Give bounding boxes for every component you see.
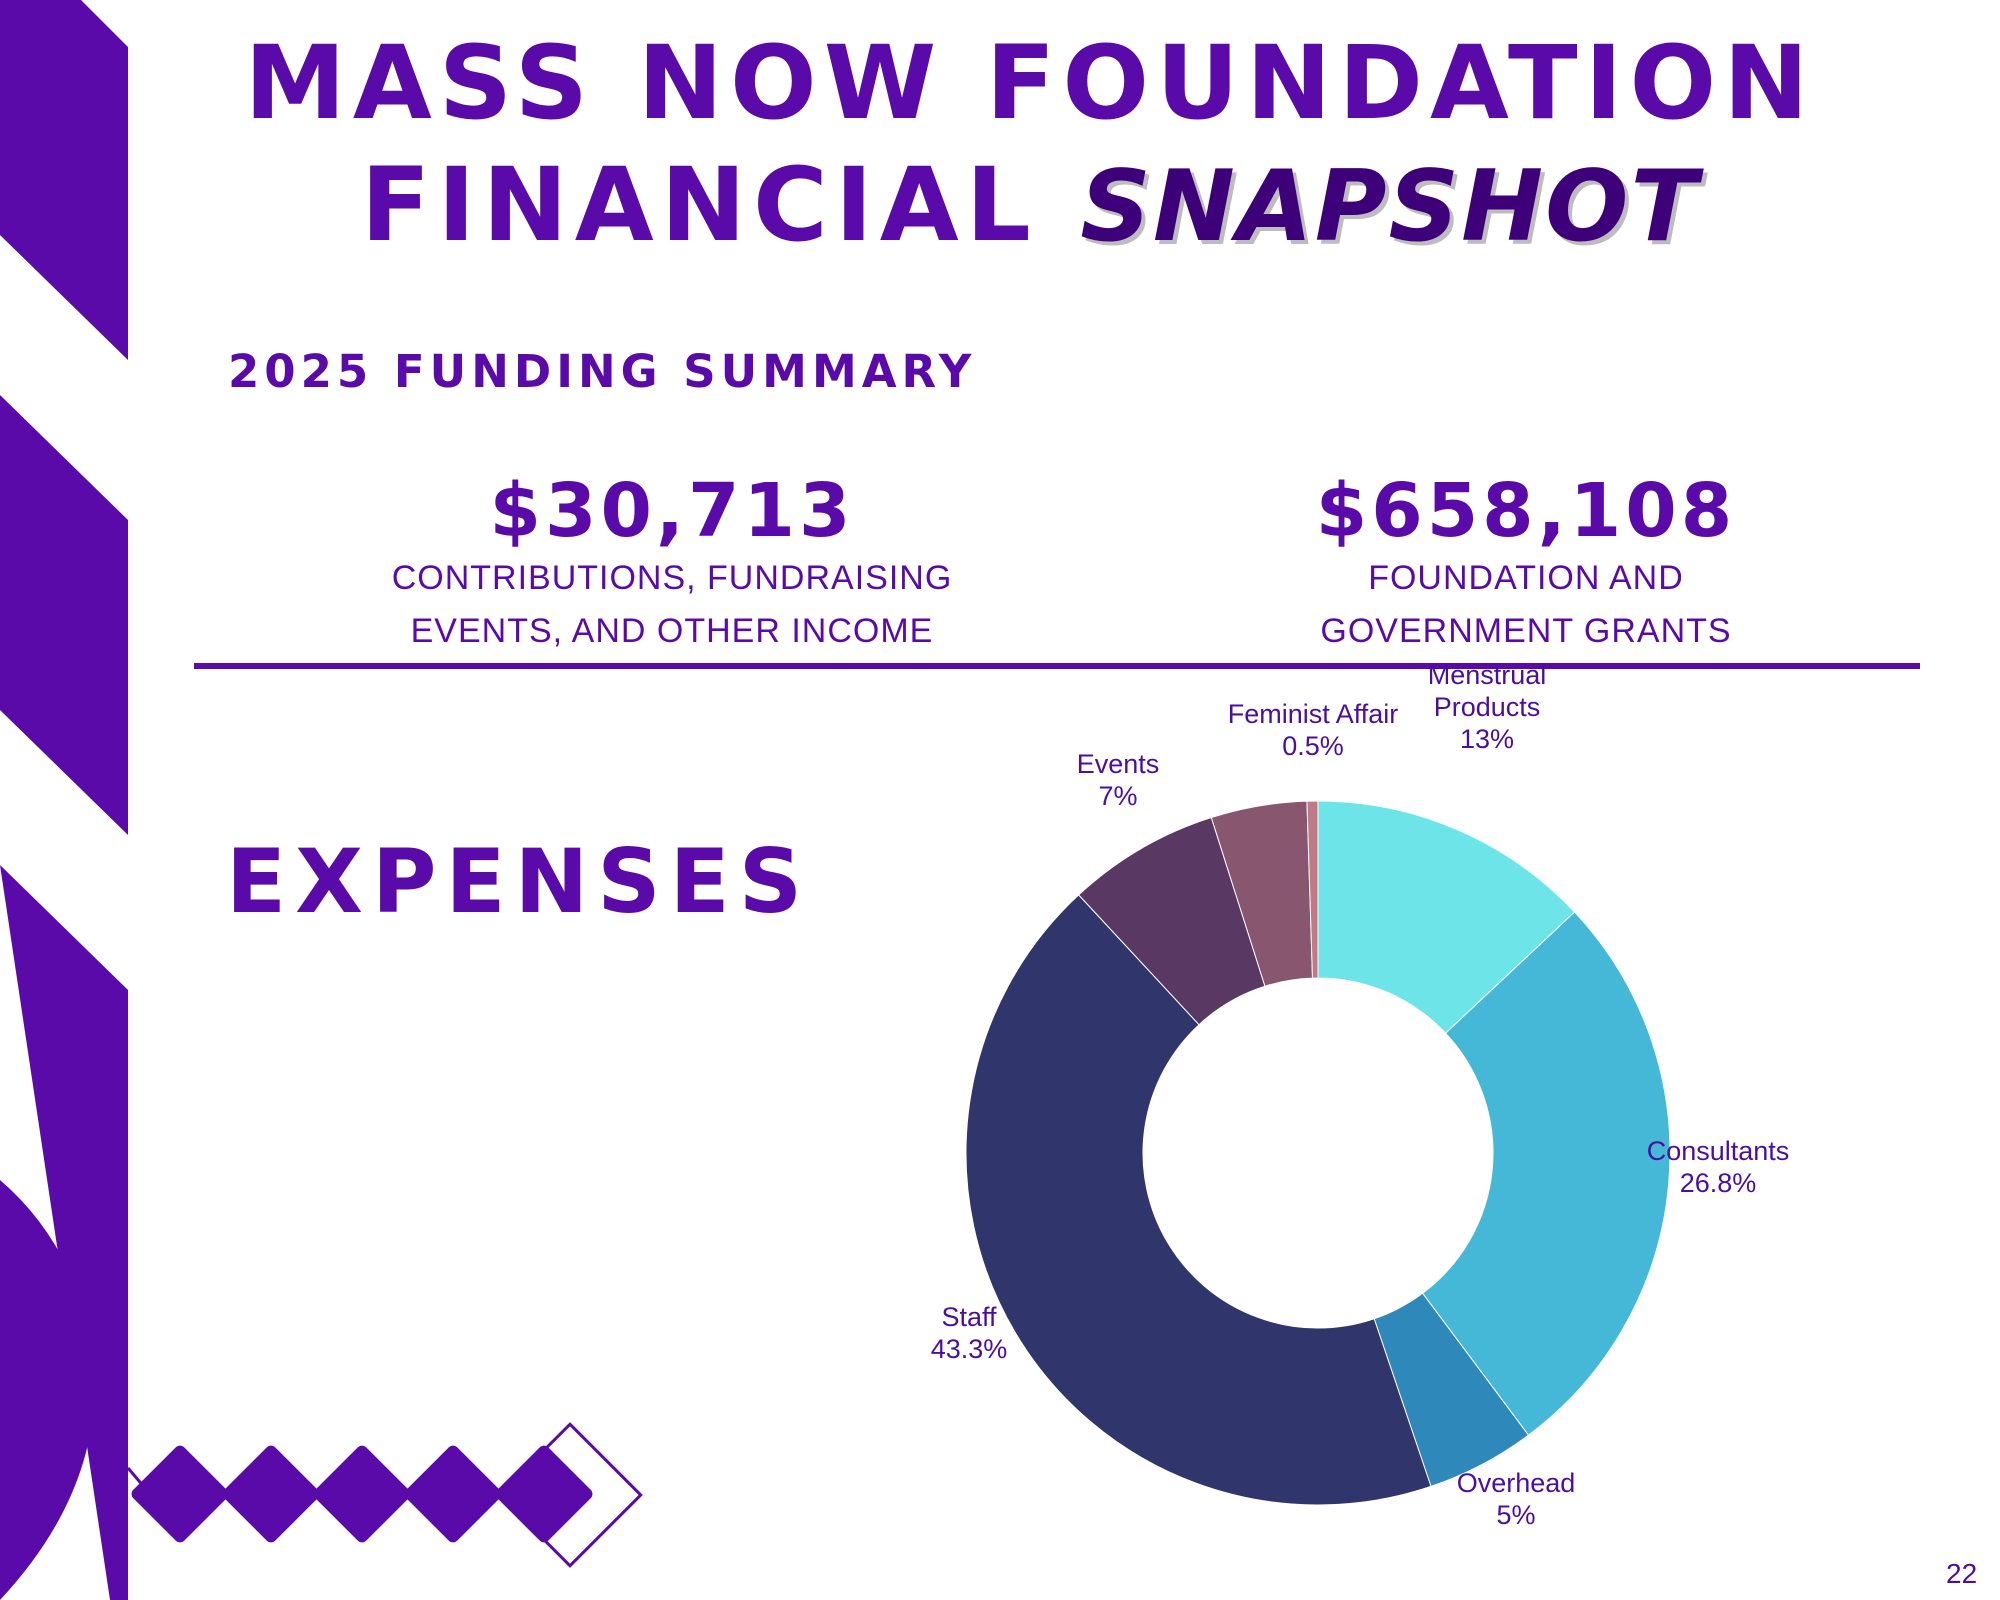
deco-diamonds (131, 1445, 593, 1543)
label-overhead: Overhead 5% (1457, 1468, 1576, 1530)
deco-band-1 (0, 0, 128, 360)
label-menstrual-products: Menstrual Products 13% (1428, 660, 1547, 754)
label-feminist-affair: Feminist Affair 0.5% (1228, 699, 1399, 761)
page-title-line-1: MASS NOW FOUNDATION (244, 24, 1816, 143)
slice-consultants-1 (1421, 911, 1671, 1436)
slice-staff-3 (965, 894, 1432, 1506)
contributions-description: CONTRIBUTIONS, FUNDRAISING EVENTS, AND O… (292, 552, 1052, 658)
deco-band-3 (0, 865, 128, 1600)
grants-description: FOUNDATION AND GOVERNMENT GRANTS (1146, 552, 1906, 658)
page-title-line-2: FINANCIAL SNAPSHOT (180, 155, 1880, 257)
label-consultants: Consultants 26.8% (1647, 1136, 1790, 1198)
contributions-desc-line-1: CONTRIBUTIONS, FUNDRAISING (391, 559, 953, 597)
title-snapshot: SNAPSHOT (1080, 150, 1700, 264)
contributions-amount: $30,713 (489, 468, 855, 554)
deco-thin-line (126, 1467, 152, 1495)
label-staff: Staff 43.3% (931, 1302, 1008, 1364)
title-financial: FINANCIAL (360, 146, 1038, 265)
slice-feminist-affair-6 (1306, 800, 1319, 979)
section-divider (194, 663, 1920, 669)
slice-menstrual-products-0 (1317, 800, 1576, 1034)
funding-summary-heading: 2025 FUNDING SUMMARY (228, 345, 977, 398)
label-events: Events 7% (1077, 749, 1160, 811)
grants-desc-line-1: FOUNDATION AND (1368, 559, 1684, 597)
deco-band-2 (0, 395, 128, 835)
deco-curve (0, 1180, 96, 1600)
grants-amount: $658,108 (1315, 468, 1737, 554)
contributions-desc-line-2: EVENTS, AND OTHER INCOME (410, 612, 934, 650)
expenses-heading: EXPENSES (226, 830, 812, 933)
grants-desc-line-2: GOVERNMENT GRANTS (1320, 612, 1732, 650)
page-number: 22 (1946, 1558, 1978, 1589)
deco-diamond-outline (497, 1422, 643, 1568)
